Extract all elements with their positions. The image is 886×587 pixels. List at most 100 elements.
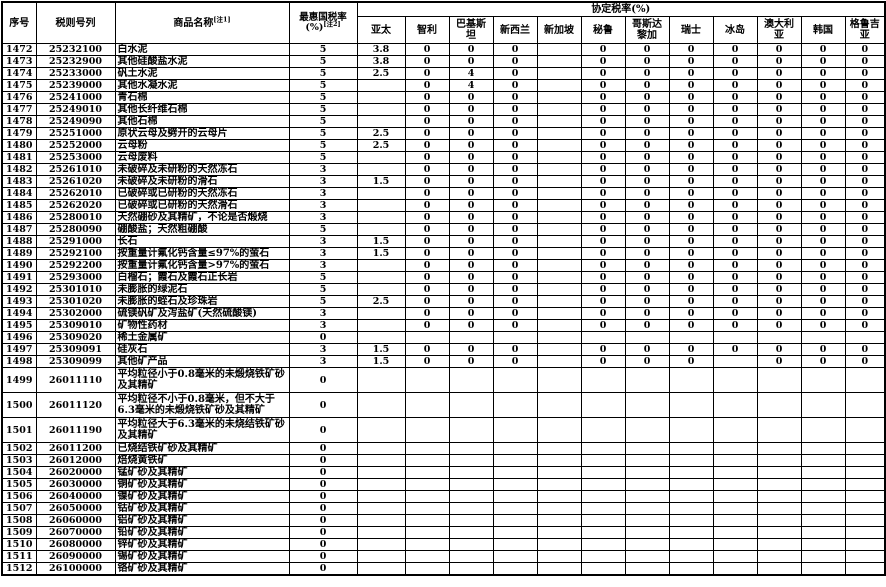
agreement-rate-cell <box>356 151 406 164</box>
agreement-rate-cell: 0 <box>800 283 846 296</box>
agreement-rate-cell: 0 <box>712 211 758 224</box>
agreement-rate-cell: 0 <box>404 43 450 56</box>
agreement-rate-cell: 0 <box>492 259 538 272</box>
tariff-code-cell: 25309010 <box>35 319 116 332</box>
mfn-rate-cell: 3 <box>288 235 358 248</box>
mfn-rate-cell: 0 <box>288 562 358 576</box>
tariff-table: 序号 税则号列 商品名称[注1] 最惠国税率 (%)[注2] 协定税率(%) 亚太… <box>1 1 886 576</box>
col-header-country-8: 冰岛 <box>712 16 758 44</box>
agreement-rate-cell: 0 <box>580 211 626 224</box>
agreement-rate-cell: 0 <box>668 259 714 272</box>
product-name-cell: 锡矿砂及其精矿 <box>114 550 290 563</box>
agreement-rate-cell <box>536 247 582 260</box>
agreement-rate-cell: 0 <box>624 139 670 152</box>
table-row: 1475 25239000 其他水凝水泥 5 0 4 0 0 0 0 0 0 0 0 <box>1 79 886 92</box>
agreement-rate-cell <box>844 526 886 539</box>
product-name-cell: 已烧结铁矿砂及其精矿 <box>114 442 290 455</box>
agreement-rate-cell: 0 <box>756 283 802 296</box>
product-name-cell: 白水泥 <box>114 43 290 56</box>
agreement-rate-cell: 0 <box>448 235 494 248</box>
seq-cell: 1478 <box>1 115 37 128</box>
mfn-rate-cell: 3 <box>288 307 358 320</box>
agreement-rate-cell: 0 <box>404 127 450 140</box>
seq-cell: 1495 <box>1 319 37 332</box>
agreement-rate-cell <box>448 514 494 527</box>
agreement-rate-cell: 0 <box>668 355 714 368</box>
mfn-rate-cell: 5 <box>288 43 358 56</box>
product-name-cell: 钴矿砂及其精矿 <box>114 502 290 515</box>
agreement-rate-cell: 2.5 <box>356 67 406 80</box>
agreement-rate-cell <box>536 151 582 164</box>
agreement-rate-cell: 0 <box>624 223 670 236</box>
agreement-rate-cell <box>712 502 758 515</box>
agreement-rate-cell <box>668 454 714 467</box>
product-name-cell: 硅灰石 <box>114 343 290 356</box>
agreement-rate-cell <box>668 367 714 393</box>
product-name-cell: 其他硅酸盐水泥 <box>114 55 290 68</box>
agreement-rate-cell: 0 <box>580 67 626 80</box>
agreement-rate-cell <box>536 478 582 491</box>
product-name-cell: 原状云母及劈开的云母片 <box>114 127 290 140</box>
agreement-rate-cell <box>356 417 406 443</box>
agreement-rate-cell <box>536 538 582 551</box>
agreement-rate-cell <box>448 392 494 418</box>
table-row: 1501 26011190 平均粒径大于6.3毫米的未烧结铁矿砂及其精矿 0 <box>1 417 886 443</box>
agreement-rate-cell <box>448 417 494 443</box>
agreement-rate-cell <box>800 490 846 503</box>
seq-cell: 1485 <box>1 199 37 212</box>
agreement-rate-cell: 0 <box>712 295 758 308</box>
agreement-rate-cell <box>800 442 846 455</box>
agreement-rate-cell: 0 <box>492 115 538 128</box>
agreement-rate-cell: 0 <box>844 235 886 248</box>
agreement-rate-cell <box>580 550 626 563</box>
agreement-rate-cell: 0 <box>668 295 714 308</box>
agreement-rate-cell <box>580 442 626 455</box>
mfn-rate-cell: 0 <box>288 526 358 539</box>
agreement-rate-cell: 4 <box>448 67 494 80</box>
agreement-rate-cell <box>492 526 538 539</box>
table-row: 1497 25309091 硅灰石 3 1.5 0 0 0 0 0 0 0 0 0 0 <box>1 343 886 356</box>
table-row: 1506 26040000 镍矿砂及其精矿 0 <box>1 490 886 503</box>
mfn-rate-cell: 0 <box>288 466 358 479</box>
table-row: 1489 25292100 按重量计氟化钙含量≤97%的萤石 3 1.5 0 0 0 0 0 0 0 0… <box>1 247 886 260</box>
table-row: 1487 25280090 硼酸盐；天然粗硼酸 5 0 0 0 0 0 0 0 0 0 0 <box>1 223 886 236</box>
col-header-product-name: 商品名称[注1] <box>114 1 290 44</box>
agreement-rate-cell: 0 <box>800 211 846 224</box>
agreement-rate-cell: 0 <box>756 163 802 176</box>
agreement-rate-cell: 0 <box>844 283 886 296</box>
agreement-rate-cell: 0 <box>624 271 670 284</box>
agreement-rate-cell <box>448 490 494 503</box>
tariff-code-cell: 25253000 <box>35 151 116 164</box>
agreement-rate-cell: 0 <box>800 175 846 188</box>
agreement-rate-cell <box>844 331 886 344</box>
agreement-rate-cell: 0 <box>580 127 626 140</box>
agreement-rate-cell <box>844 417 886 443</box>
agreement-rate-cell <box>624 442 670 455</box>
agreement-rate-cell: 0 <box>844 139 886 152</box>
mfn-rate-cell: 3 <box>288 199 358 212</box>
tariff-code-cell: 26060000 <box>35 514 116 527</box>
agreement-rate-cell: 0 <box>404 319 450 332</box>
agreement-rate-cell: 0 <box>448 307 494 320</box>
agreement-rate-cell <box>448 331 494 344</box>
product-name-cell: 长石 <box>114 235 290 248</box>
agreement-rate-cell <box>756 392 802 418</box>
agreement-rate-cell <box>580 331 626 344</box>
agreement-rate-cell: 0 <box>844 307 886 320</box>
agreement-rate-cell: 0 <box>844 295 886 308</box>
seq-cell: 1504 <box>1 466 37 479</box>
tariff-code-cell: 25261010 <box>35 163 116 176</box>
agreement-rate-cell <box>356 199 406 212</box>
agreement-rate-cell: 0 <box>844 175 886 188</box>
product-name-cell: 其他水凝水泥 <box>114 79 290 92</box>
seq-cell: 1473 <box>1 55 37 68</box>
seq-cell: 1482 <box>1 163 37 176</box>
agreement-rate-cell: 0 <box>844 199 886 212</box>
agreement-rate-cell: 0 <box>492 343 538 356</box>
agreement-rate-cell: 1.5 <box>356 235 406 248</box>
agreement-rate-cell <box>356 392 406 418</box>
agreement-rate-cell: 0 <box>800 247 846 260</box>
table-row: 1512 26100000 铬矿砂及其精矿 0 <box>1 562 886 576</box>
product-name-cell: 青石棉 <box>114 91 290 104</box>
agreement-rate-cell <box>536 187 582 200</box>
